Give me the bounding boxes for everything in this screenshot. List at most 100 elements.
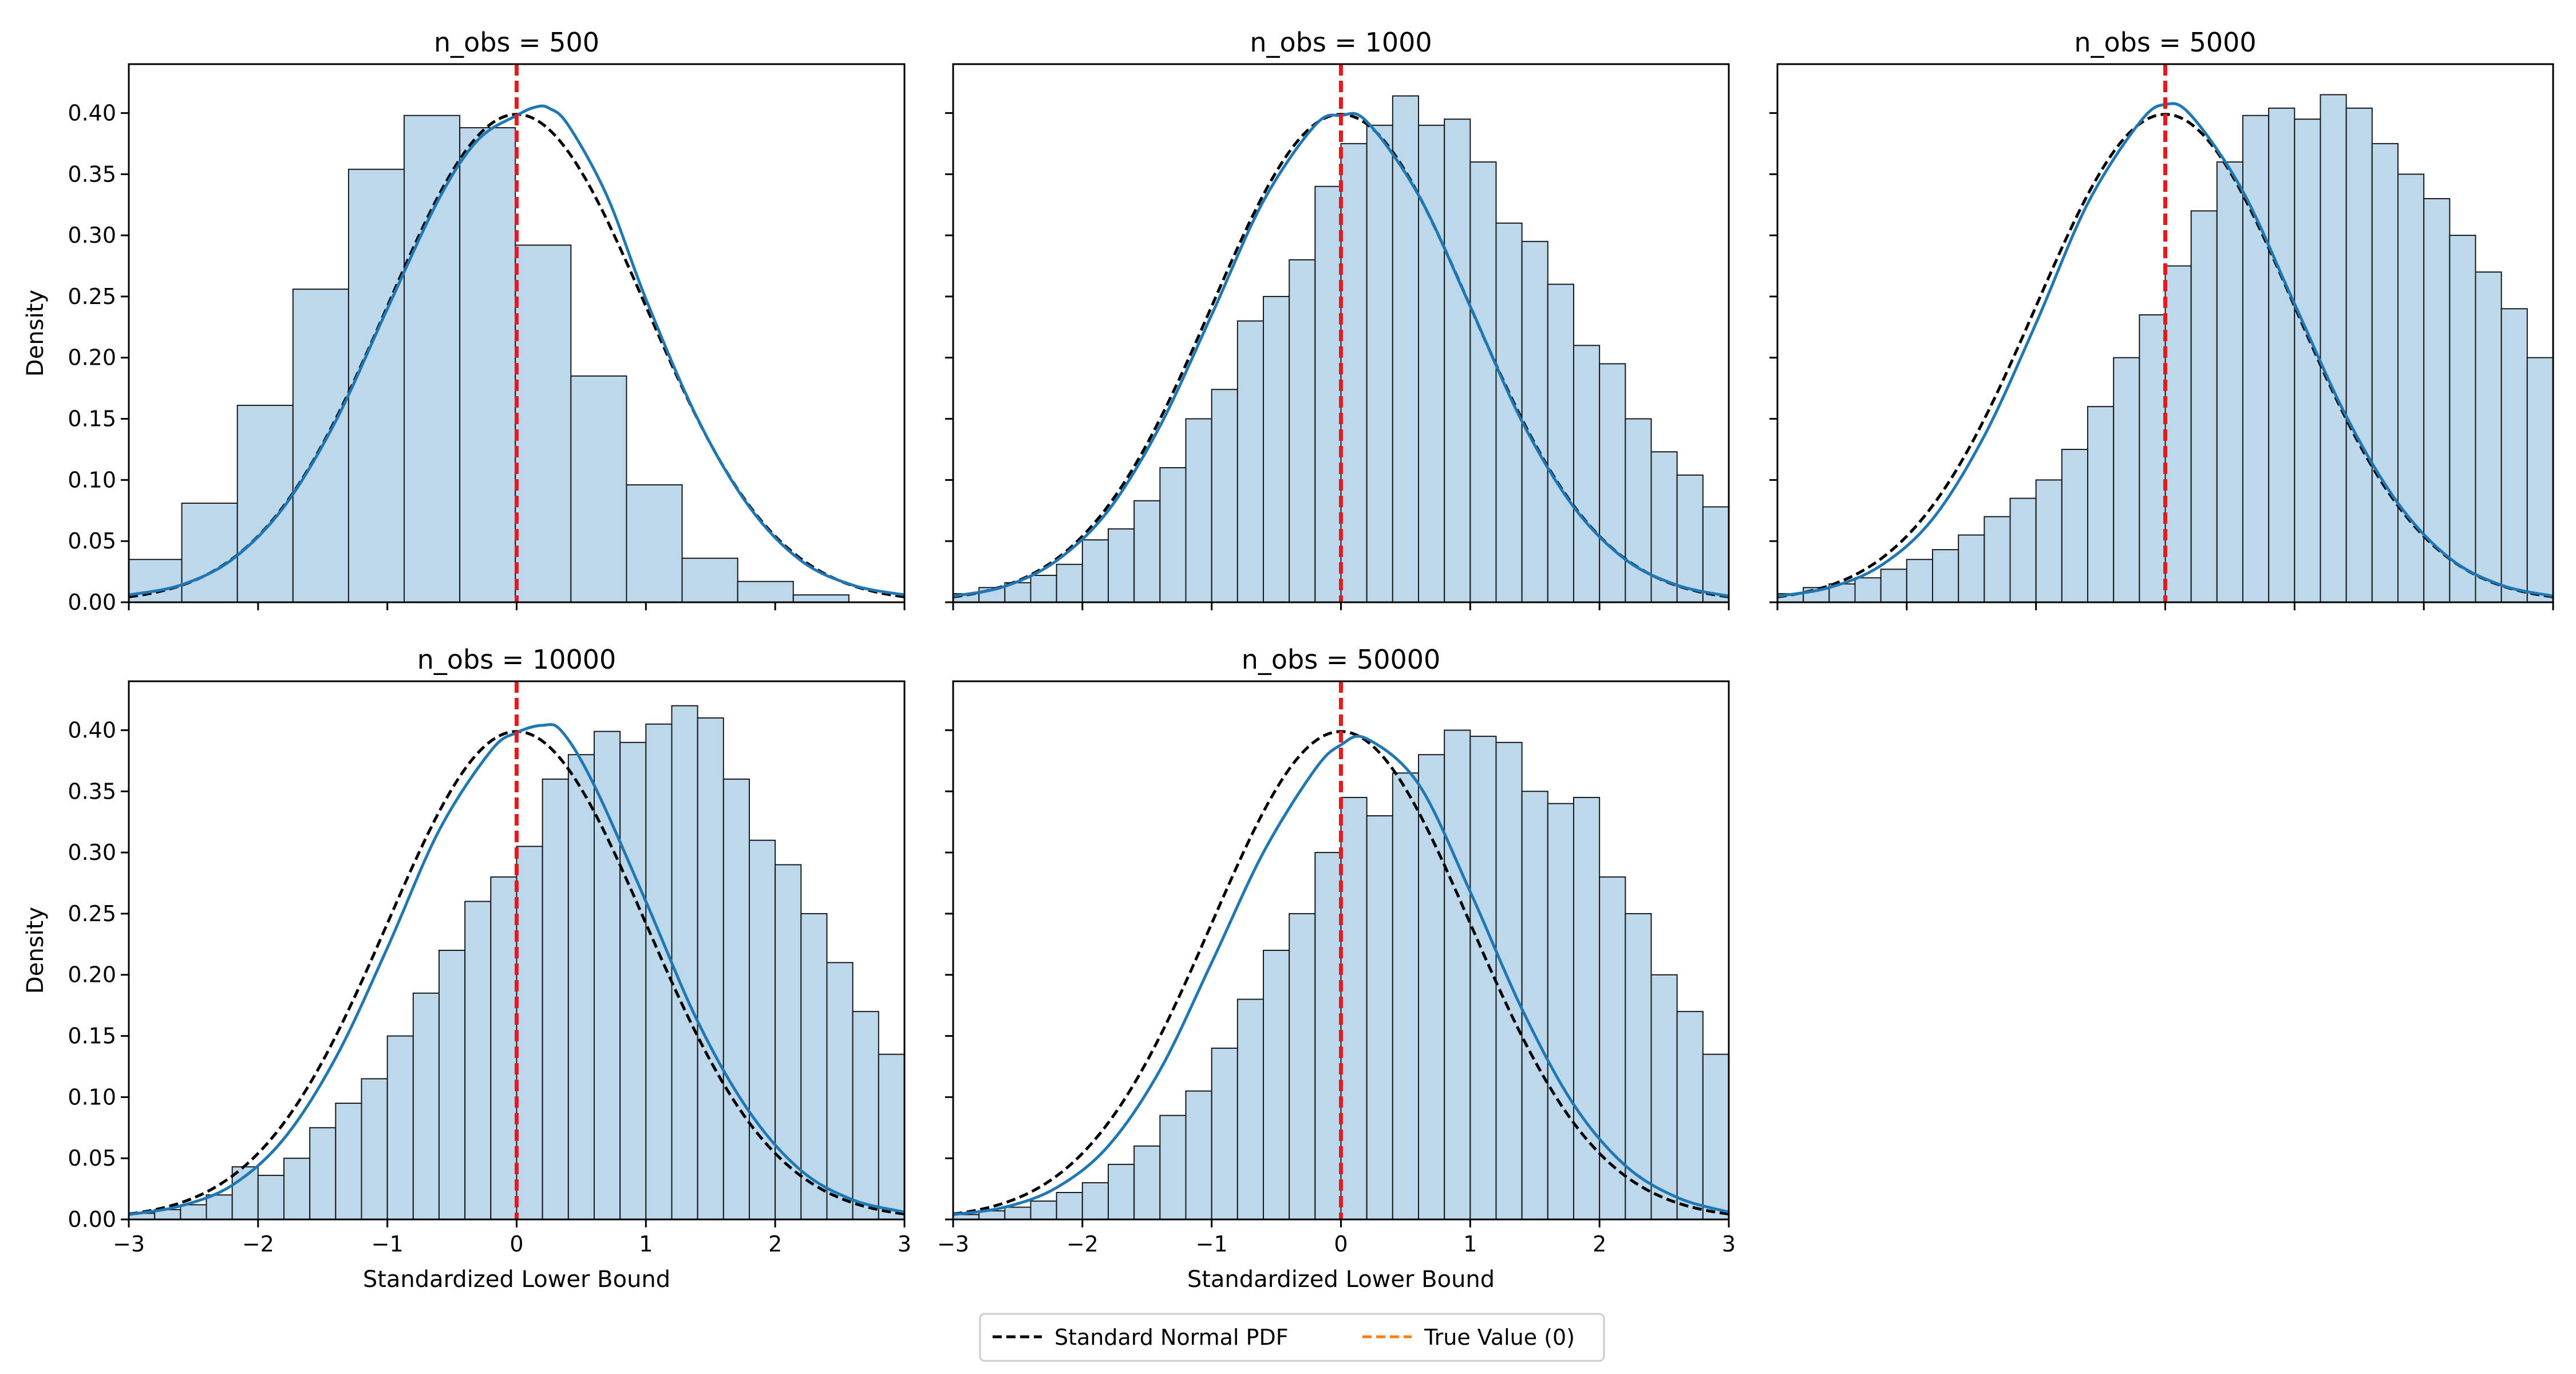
histogram-bar — [490, 876, 517, 1219]
kde-curve — [129, 104, 904, 597]
histogram-bar — [361, 1078, 388, 1219]
histogram-bar — [309, 1127, 337, 1219]
histogram-bar — [1573, 796, 1601, 1219]
histogram-bar — [515, 244, 572, 602]
x-axis-label: Standardized Lower Bound — [363, 1266, 670, 1293]
histogram-bar — [1547, 283, 1574, 602]
plot-area — [129, 64, 904, 602]
x-tick-label: −2 — [242, 1231, 274, 1257]
legend: Standard Normal PDF True Value (0) — [979, 1313, 1605, 1362]
plot-area — [953, 64, 1729, 602]
histogram-bar — [2216, 161, 2243, 602]
histogram-bar — [1211, 1047, 1238, 1219]
subplot-title: n_obs = 1000 — [1250, 27, 1432, 58]
histogram-bar — [1880, 568, 1907, 602]
histogram-bar — [2500, 308, 2528, 602]
histogram-bar — [2294, 119, 2321, 602]
histogram-bar — [1521, 240, 1548, 602]
histogram-bar — [464, 901, 492, 1219]
legend-box — [979, 1313, 1605, 1362]
x-tick-label: −2 — [1066, 1231, 1099, 1257]
histogram-bar — [1056, 563, 1083, 602]
histogram-bar — [1366, 815, 1393, 1219]
histogram-bar — [626, 484, 683, 602]
histogram-bar — [1625, 913, 1652, 1219]
y-tick-label: 0.00 — [68, 1207, 116, 1232]
x-tick-label: −3 — [113, 1231, 145, 1257]
histogram-bar — [1236, 998, 1264, 1219]
plot-area — [1777, 64, 2553, 602]
histogram-bar — [1418, 754, 1445, 1219]
y-tick-label: 0.15 — [68, 406, 116, 432]
subplot-title: n_obs = 500 — [434, 27, 599, 58]
histogram-bar — [1185, 1090, 1212, 1219]
histogram-bar — [1547, 803, 1574, 1219]
histogram-bar — [1263, 295, 1290, 602]
y-tick-label: 0.00 — [68, 590, 116, 615]
histogram-bar — [826, 962, 854, 1219]
subplot-3: n_obs = 5000 — [1769, 27, 2554, 610]
x-tick-label: 1 — [1463, 1231, 1477, 1257]
histogram-bar — [2061, 448, 2088, 602]
histogram-bar — [180, 1204, 207, 1219]
histogram-bar — [335, 1103, 362, 1219]
histogram-bar — [2009, 498, 2037, 602]
histogram-bar — [1081, 1182, 1109, 1219]
y-tick-label: 0.30 — [68, 223, 116, 248]
y-tick-label: 0.40 — [68, 717, 116, 743]
x-tick-label: −1 — [1196, 1231, 1228, 1257]
histogram-bar — [1906, 559, 1933, 602]
x-axis-label: Standardized Lower Bound — [1187, 1266, 1495, 1293]
histogram-bar — [1133, 500, 1161, 602]
histogram-bar — [2268, 107, 2296, 602]
histogram-bar — [2345, 107, 2373, 602]
histogram-bar — [1081, 539, 1109, 602]
y-tick-label: 0.40 — [68, 100, 116, 125]
histogram-bar — [283, 1158, 311, 1219]
subplot-5: −3 −2 −1 0 1 2 3 n_obs = 50000 Standardized Lowe… — [937, 644, 1736, 1293]
histogram-bar — [1932, 549, 1959, 602]
subplot-1: 0.00 0.05 0.10 0.15 0.20 0.25 0.30 0.35 0.40 n_ob… — [22, 27, 906, 615]
plot-area — [953, 681, 1729, 1219]
histogram-bar — [1676, 1010, 1704, 1219]
histogram-bar — [386, 1035, 414, 1219]
histogram-bar — [2190, 210, 2218, 602]
histogram-bar — [1599, 876, 1626, 1219]
histogram-bar — [516, 846, 543, 1219]
histogram-bar — [1392, 772, 1419, 1219]
y-axis-label: Density — [22, 907, 49, 994]
histogram-bar — [2035, 479, 2063, 602]
subplot-title: n_obs = 5000 — [2074, 27, 2256, 58]
x-tick-label: 2 — [768, 1231, 782, 1257]
histogram-bar — [749, 839, 776, 1219]
histogram-bar — [1133, 1145, 1161, 1219]
histogram-bar — [1650, 974, 1678, 1219]
x-tick-label: −1 — [372, 1231, 404, 1257]
legend-normal-pdf-label: Standard Normal PDF — [1054, 1325, 1289, 1350]
histogram-bar — [2113, 357, 2140, 602]
subplot-title: n_obs = 10000 — [417, 644, 617, 675]
histogram-bar — [1211, 389, 1238, 602]
histogram-bar — [181, 502, 238, 602]
histogram-bar — [542, 778, 569, 1219]
histogram-bar — [1469, 161, 1497, 602]
histogram-bar — [1854, 577, 1882, 602]
histogram-bar — [2164, 265, 2192, 602]
histogram-bar — [1340, 796, 1368, 1219]
histogram-bar — [1469, 736, 1497, 1219]
histogram-bar — [1159, 1115, 1187, 1219]
histogram-bar — [2449, 235, 2476, 602]
y-tick-label: 0.25 — [68, 284, 116, 309]
histogram-bar — [1702, 1053, 1729, 1219]
histogram-bar — [1314, 852, 1342, 1219]
y-tick-label: 0.35 — [68, 779, 116, 804]
histogram-bar — [1366, 124, 1393, 602]
histogram-bar — [1444, 729, 1471, 1219]
subplot-grid: 0.00 0.05 0.10 0.15 0.20 0.25 0.30 0.35 0.40 n_ob… — [22, 27, 2554, 1293]
histogram-bar — [1263, 950, 1290, 1219]
histogram-bar — [1289, 913, 1316, 1219]
histogram-bar — [1599, 363, 1626, 602]
histogram-bar — [737, 581, 794, 602]
histogram-bar — [1676, 474, 1704, 602]
